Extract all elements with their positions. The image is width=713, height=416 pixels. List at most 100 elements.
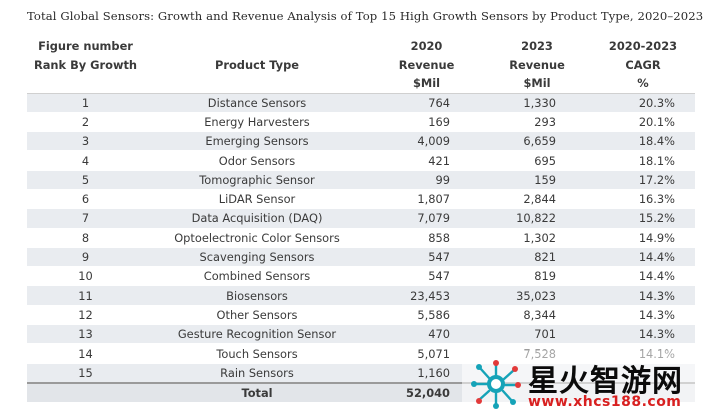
table-row: 13 Gesture Recognition Sensor 470 701 14.3% — [27, 324, 695, 345]
cell-rank: 2 — [27, 112, 144, 133]
column-header — [144, 74, 370, 94]
cell-product: Tomographic Sensor — [144, 170, 370, 190]
column-header: 2020-2023 — [608, 39, 678, 54]
cell-product: Data Acquisition (DAQ) — [144, 208, 370, 229]
cell-rev2023: 293 — [483, 112, 591, 133]
cell-product: Distance Sensors — [144, 93, 370, 113]
table-row: 11 Biosensors 23,453 35,023 14.3% — [27, 285, 695, 306]
cell-rev2020: 1,160 — [370, 363, 483, 384]
cell-product: Scavenging Sensors — [144, 247, 370, 268]
header-row: Figure number 2020 2023 2020-2023 — [27, 37, 695, 56]
cell-cagr: 20.1% — [591, 112, 695, 133]
cell-rank: 6 — [27, 189, 144, 210]
cell-product: Other Sensors — [144, 305, 370, 326]
total-2020: 52,040 — [370, 381, 483, 404]
column-header: Product Type — [215, 57, 299, 72]
site-watermark: 星火智游网 www.xhcs188.com — [462, 350, 713, 416]
cell-rank: 1 — [27, 93, 144, 113]
watermark-url: www.xhcs188.com — [528, 394, 682, 410]
table-body: 1 Distance Sensors 764 1,330 20.3% 2 Energy Ha… — [27, 93, 695, 404]
cell-rank: 8 — [27, 228, 144, 248]
cell-rev2020: 5,071 — [370, 343, 483, 364]
cell-product: LiDAR Sensor — [144, 189, 370, 210]
cell-product: Biosensors — [144, 285, 370, 306]
cell-rev2020: 1,807 — [370, 189, 483, 210]
cell-cagr: 15.2% — [591, 208, 695, 229]
cell-rev2023: 821 — [483, 247, 591, 268]
table-row: 10 Combined Sensors 547 819 14.4% — [27, 266, 695, 287]
cell-cagr: 14.3% — [591, 285, 695, 306]
column-header: 2023 — [521, 39, 553, 54]
cell-rank: 5 — [27, 170, 144, 190]
table-row: 9 Scavenging Sensors 547 821 14.4% — [27, 247, 695, 268]
cell-rev2023: 159 — [483, 170, 591, 190]
sensor-growth-table: Figure number 2020 2023 2020-2023 Rank By G… — [27, 37, 695, 404]
cell-rank: 13 — [27, 324, 144, 345]
cell-cagr: 18.4% — [591, 131, 695, 152]
column-header: CAGR — [625, 57, 661, 72]
cell-rev2023: 1,302 — [483, 228, 591, 248]
column-header: % — [591, 74, 695, 94]
cell-rev2020: 764 — [370, 93, 483, 113]
table-row: 5 Tomographic Sensor 99 159 17.2% — [27, 170, 695, 190]
cell-rank: 14 — [27, 343, 144, 364]
cell-rev2020: 7,079 — [370, 208, 483, 229]
cell-rank: 9 — [27, 247, 144, 268]
cell-rev2023: 8,344 — [483, 305, 591, 326]
table-header: Figure number 2020 2023 2020-2023 Rank By G… — [27, 37, 695, 94]
cell-cagr: 18.1% — [591, 150, 695, 171]
cell-product: Emerging Sensors — [144, 131, 370, 152]
table-row: 12 Other Sensors 5,586 8,344 14.3% — [27, 305, 695, 326]
table-row: 6 LiDAR Sensor 1,807 2,844 16.3% — [27, 189, 695, 210]
cell-rev2020: 547 — [370, 247, 483, 268]
column-header — [144, 37, 370, 56]
cell-rev2023: 701 — [483, 324, 591, 345]
cell-rev2023: 1,330 — [483, 93, 591, 113]
cell-rev2023: 2,844 — [483, 189, 591, 210]
watermark-site-name: 星火智游网 — [528, 364, 683, 399]
page-title: Total Global Sensors: Growth and Revenue… — [27, 9, 704, 23]
cell-cagr: 14.4% — [591, 247, 695, 268]
total-empty-cell — [27, 381, 144, 404]
column-header: Revenue — [398, 57, 455, 72]
cell-product: Gesture Recognition Sensor — [144, 324, 370, 345]
table-row: 7 Data Acquisition (DAQ) 7,079 10,822 15.2% — [27, 208, 695, 229]
column-header: Figure number — [38, 39, 133, 54]
cell-rev2023: 819 — [483, 266, 591, 287]
column-header: $Mil — [483, 74, 591, 94]
cell-product: Optoelectronic Color Sensors — [144, 228, 370, 248]
total-label: Total — [144, 381, 370, 404]
cell-cagr: 14.4% — [591, 266, 695, 287]
cell-product: Energy Harvesters — [144, 112, 370, 133]
cell-rev2020: 470 — [370, 324, 483, 345]
column-header: Rank By Growth — [33, 57, 138, 72]
column-header: Revenue — [509, 57, 565, 72]
cell-rank: 12 — [27, 305, 144, 326]
cell-rank: 11 — [27, 285, 144, 306]
cell-rank: 3 — [27, 131, 144, 152]
table-row: 8 Optoelectronic Color Sensors 858 1,302 14.… — [27, 228, 695, 248]
cell-cagr: 16.3% — [591, 189, 695, 210]
column-header — [27, 74, 144, 94]
column-header: 2020 — [410, 39, 443, 54]
header-row: $Mil $Mil% — [27, 74, 695, 94]
cell-rev2020: 547 — [370, 266, 483, 287]
cell-rank: 10 — [27, 266, 144, 287]
cell-rev2020: 23,453 — [370, 285, 483, 306]
cell-rev2020: 169 — [370, 112, 483, 133]
cell-rank: 7 — [27, 208, 144, 229]
cell-product: Touch Sensors — [144, 343, 370, 364]
cell-rev2023: 35,023 — [483, 285, 591, 306]
cell-cagr: 14.3% — [591, 305, 695, 326]
cell-rev2023: 6,659 — [483, 131, 591, 152]
cell-rev2023: 695 — [483, 150, 591, 171]
cell-rev2020: 4,009 — [370, 131, 483, 152]
cell-rev2020: 99 — [370, 170, 483, 190]
cell-cagr: 14.9% — [591, 228, 695, 248]
cell-rev2020: 5,586 — [370, 305, 483, 326]
cell-rev2020: 858 — [370, 228, 483, 248]
header-row: Rank By Growth Product Type Revenue Revenue… — [27, 56, 695, 75]
cell-rank: 15 — [27, 363, 144, 384]
table-row: 1 Distance Sensors 764 1,330 20.3% — [27, 93, 695, 113]
cell-cagr: 17.2% — [591, 170, 695, 190]
